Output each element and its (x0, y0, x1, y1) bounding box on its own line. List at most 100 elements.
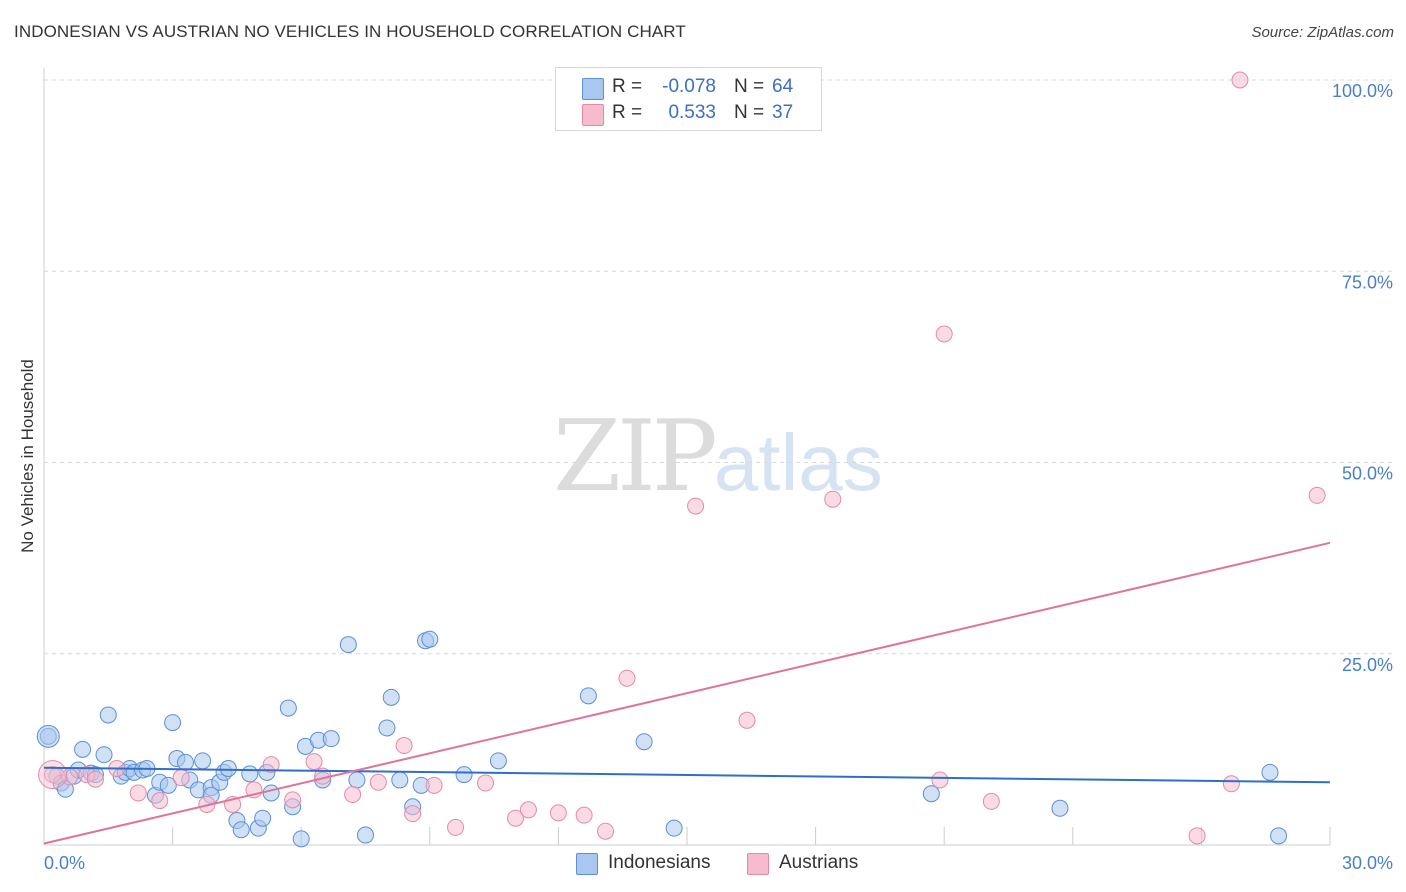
austrians-point (344, 786, 362, 804)
legend-swatch-indonesians (582, 78, 604, 100)
legend-swatch-austrians (582, 104, 604, 126)
indonesians-point (176, 753, 194, 771)
grid-lines (44, 79, 1395, 655)
austrians-point (824, 490, 842, 508)
austrians-point (935, 325, 953, 343)
legend-n-label: N = (734, 76, 765, 97)
austrians-point (425, 776, 443, 794)
indonesians-point (232, 821, 250, 839)
austrians-point (477, 774, 495, 792)
indonesians-point (421, 630, 439, 648)
series-label-austrians: Austrians (779, 852, 859, 873)
y-tick-label: 25.0% (1342, 655, 1393, 675)
austrians-point (549, 804, 567, 822)
austrians-point (1188, 827, 1206, 845)
correlation-legend: R = -0.078 N = 64 R = 0.533 N = 37 (555, 67, 822, 131)
austrians-point (404, 805, 422, 823)
indonesians-point (241, 765, 259, 783)
austrians-point (1308, 486, 1326, 504)
indonesians-point (219, 760, 237, 777)
austrians-point (172, 769, 190, 787)
austrians-point (618, 669, 636, 687)
indonesians-point (95, 746, 113, 764)
x-tick-label: 0.0% (44, 853, 85, 873)
indonesians-point (455, 766, 473, 784)
indonesians-points (36, 630, 1288, 848)
indonesians-point (322, 730, 340, 748)
austrians-point (86, 770, 104, 788)
x-tick-label: 30.0% (1342, 853, 1393, 873)
indonesians-point (254, 809, 272, 827)
indonesians-point (279, 699, 297, 717)
legend-r-label: R = (612, 76, 643, 97)
series-label-indonesians: Indonesians (608, 852, 711, 873)
indonesians-point (489, 752, 507, 770)
austrians-point-large (38, 760, 68, 790)
austrians-point (129, 784, 147, 802)
y-tick-label: 100.0% (1332, 81, 1393, 101)
legend-n-value: 64 (772, 76, 794, 97)
legend-n-value: 37 (772, 102, 794, 123)
indonesians-point (339, 636, 357, 654)
indonesians-point (74, 740, 92, 758)
legend-row-indonesians: R = -0.078 N = 64 (556, 76, 821, 102)
indonesians-point (348, 771, 366, 789)
indonesians-point (164, 714, 182, 732)
austrians-point (1222, 775, 1240, 793)
legend-r-value: 0.533 (668, 102, 716, 123)
indonesians-point (194, 752, 212, 770)
austrians-point (1231, 71, 1249, 89)
indonesians-point (357, 826, 374, 844)
indonesians-point (665, 819, 683, 837)
series-swatch-indonesians (576, 853, 598, 875)
legend-r-label: R = (612, 102, 643, 123)
watermark-zip: ZIP (553, 400, 718, 514)
austrians-point (982, 792, 1000, 810)
legend-row-austrians: R = 0.533 N = 37 (556, 102, 821, 128)
trend-lines (43, 541, 1331, 845)
austrians-point (507, 809, 525, 827)
austrians-point (931, 771, 949, 789)
series-legend: Indonesians Austrians (0, 852, 1406, 878)
austrians-point (44, 766, 62, 784)
indonesians-point (378, 719, 396, 737)
austrians-point (597, 822, 615, 840)
austrians-points (38, 71, 1326, 845)
austrians-point (687, 497, 705, 515)
austrians-point (447, 818, 465, 836)
indonesians-point (99, 706, 117, 724)
tick-labels: 25.0% 50.0% 75.0% 100.0% 0.0% 30.0% (44, 81, 1393, 873)
indonesians-point-large (36, 724, 60, 748)
indonesians-point (382, 688, 400, 706)
axes (43, 68, 1331, 846)
indonesians-point (292, 830, 310, 848)
chart-title: INDONESIAN VS AUSTRIAN NO VEHICLES IN HO… (14, 22, 686, 41)
indonesians-point (262, 784, 280, 802)
austrians-point (262, 756, 280, 774)
series-swatch-austrians (747, 853, 769, 875)
indonesians-point (635, 733, 653, 751)
indonesians-point (159, 776, 177, 794)
indonesians-point (922, 785, 940, 803)
austrians-point (369, 773, 387, 791)
indonesians-point (391, 771, 409, 789)
indonesians-point (1270, 827, 1288, 845)
source-label: Source: ZipAtlas.com (1251, 24, 1394, 41)
legend-r-value: -0.078 (662, 76, 716, 97)
indonesians-point (1051, 799, 1069, 817)
austrians-point (305, 753, 323, 771)
y-tick-label: 50.0% (1342, 464, 1393, 484)
indonesians-point (579, 687, 597, 705)
austrians-point (151, 792, 169, 810)
austrians-trend-line (43, 541, 1331, 845)
austrians-point (284, 791, 302, 809)
indonesians-point (1261, 763, 1279, 781)
austrians-point (519, 801, 537, 819)
austrians-point (395, 737, 413, 755)
austrians-point (575, 806, 593, 824)
austrians-point (738, 711, 756, 729)
indonesians-trend-line (43, 766, 1331, 784)
legend-n-label: N = (734, 102, 765, 123)
y-tick-label: 75.0% (1342, 272, 1393, 292)
